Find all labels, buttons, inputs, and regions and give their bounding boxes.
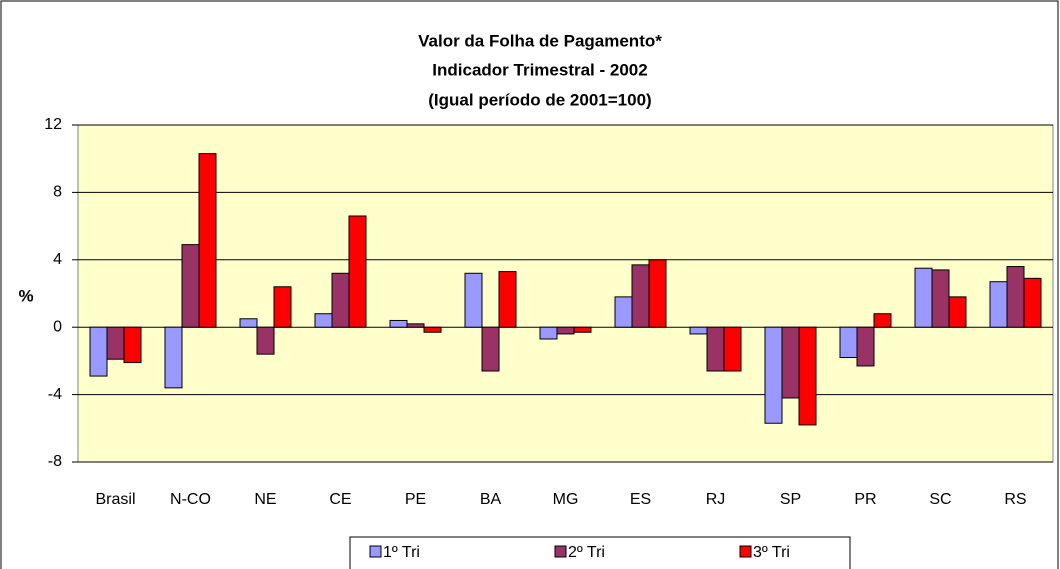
x-tick-label: CE (329, 491, 351, 508)
x-tick-label: MG (553, 491, 579, 508)
plot-area (77, 124, 1054, 463)
x-tick-label: SP (780, 491, 801, 508)
y-tick-label: 12 (44, 116, 62, 133)
bar (1023, 277, 1042, 328)
bar (856, 326, 875, 367)
x-tick-label: Brasil (95, 491, 135, 508)
chart-title: (Igual período de 2001=100) (428, 90, 651, 109)
bar (464, 272, 483, 328)
bar (798, 326, 817, 426)
legend-swatch (369, 545, 382, 558)
y-tick-label: 8 (53, 184, 62, 201)
legend-label: 2º Tri (568, 544, 605, 561)
bar (239, 318, 258, 328)
bar (764, 326, 783, 424)
bar (314, 313, 333, 328)
bar (631, 264, 650, 328)
x-tick-label: N-CO (170, 491, 211, 508)
bar (723, 326, 742, 372)
y-tick-label: 4 (53, 251, 62, 268)
y-tick-label: -4 (48, 386, 62, 403)
bar (256, 326, 275, 355)
legend (349, 536, 851, 569)
legend-swatch (554, 545, 567, 558)
bar (498, 271, 517, 328)
bar (106, 326, 125, 360)
bar (614, 296, 633, 328)
chart-title: Indicador Trimestral - 2002 (432, 60, 647, 79)
x-tick-label: ES (630, 491, 651, 508)
bar (406, 323, 425, 328)
bar (931, 269, 950, 328)
bar (781, 326, 800, 399)
bar (273, 286, 292, 328)
bar (989, 281, 1008, 328)
legend-label: 1º Tri (383, 544, 420, 561)
bar (481, 326, 500, 372)
bar (573, 326, 592, 333)
legend-swatch (739, 545, 752, 558)
bar (123, 326, 142, 364)
x-tick-label: BA (480, 491, 502, 508)
bar (706, 326, 725, 372)
bar (839, 326, 858, 359)
bar (689, 326, 708, 335)
y-axis-label: % (18, 286, 33, 305)
x-tick-label: RS (1004, 491, 1026, 508)
bar (331, 272, 350, 328)
bar (423, 326, 442, 333)
x-tick-label: RJ (706, 491, 726, 508)
bar (539, 326, 558, 340)
bar (948, 296, 967, 328)
bar (648, 259, 667, 328)
x-tick-label: PR (854, 491, 876, 508)
bar (873, 313, 892, 328)
x-tick-label: PE (405, 491, 426, 508)
legend-label: 3º Tri (753, 544, 790, 561)
bar (1006, 266, 1025, 328)
x-tick-label: NE (254, 491, 276, 508)
bar (198, 153, 217, 328)
chart-title: Valor da Folha de Pagamento* (418, 31, 662, 50)
bar (89, 326, 108, 377)
bar (164, 326, 183, 389)
bar (914, 267, 933, 328)
bar (556, 326, 575, 335)
bar (348, 215, 367, 328)
bar (389, 319, 408, 328)
bar (181, 244, 200, 328)
y-tick-label: -8 (48, 453, 62, 470)
y-tick-label: 0 (53, 318, 62, 335)
x-tick-label: SC (929, 491, 951, 508)
